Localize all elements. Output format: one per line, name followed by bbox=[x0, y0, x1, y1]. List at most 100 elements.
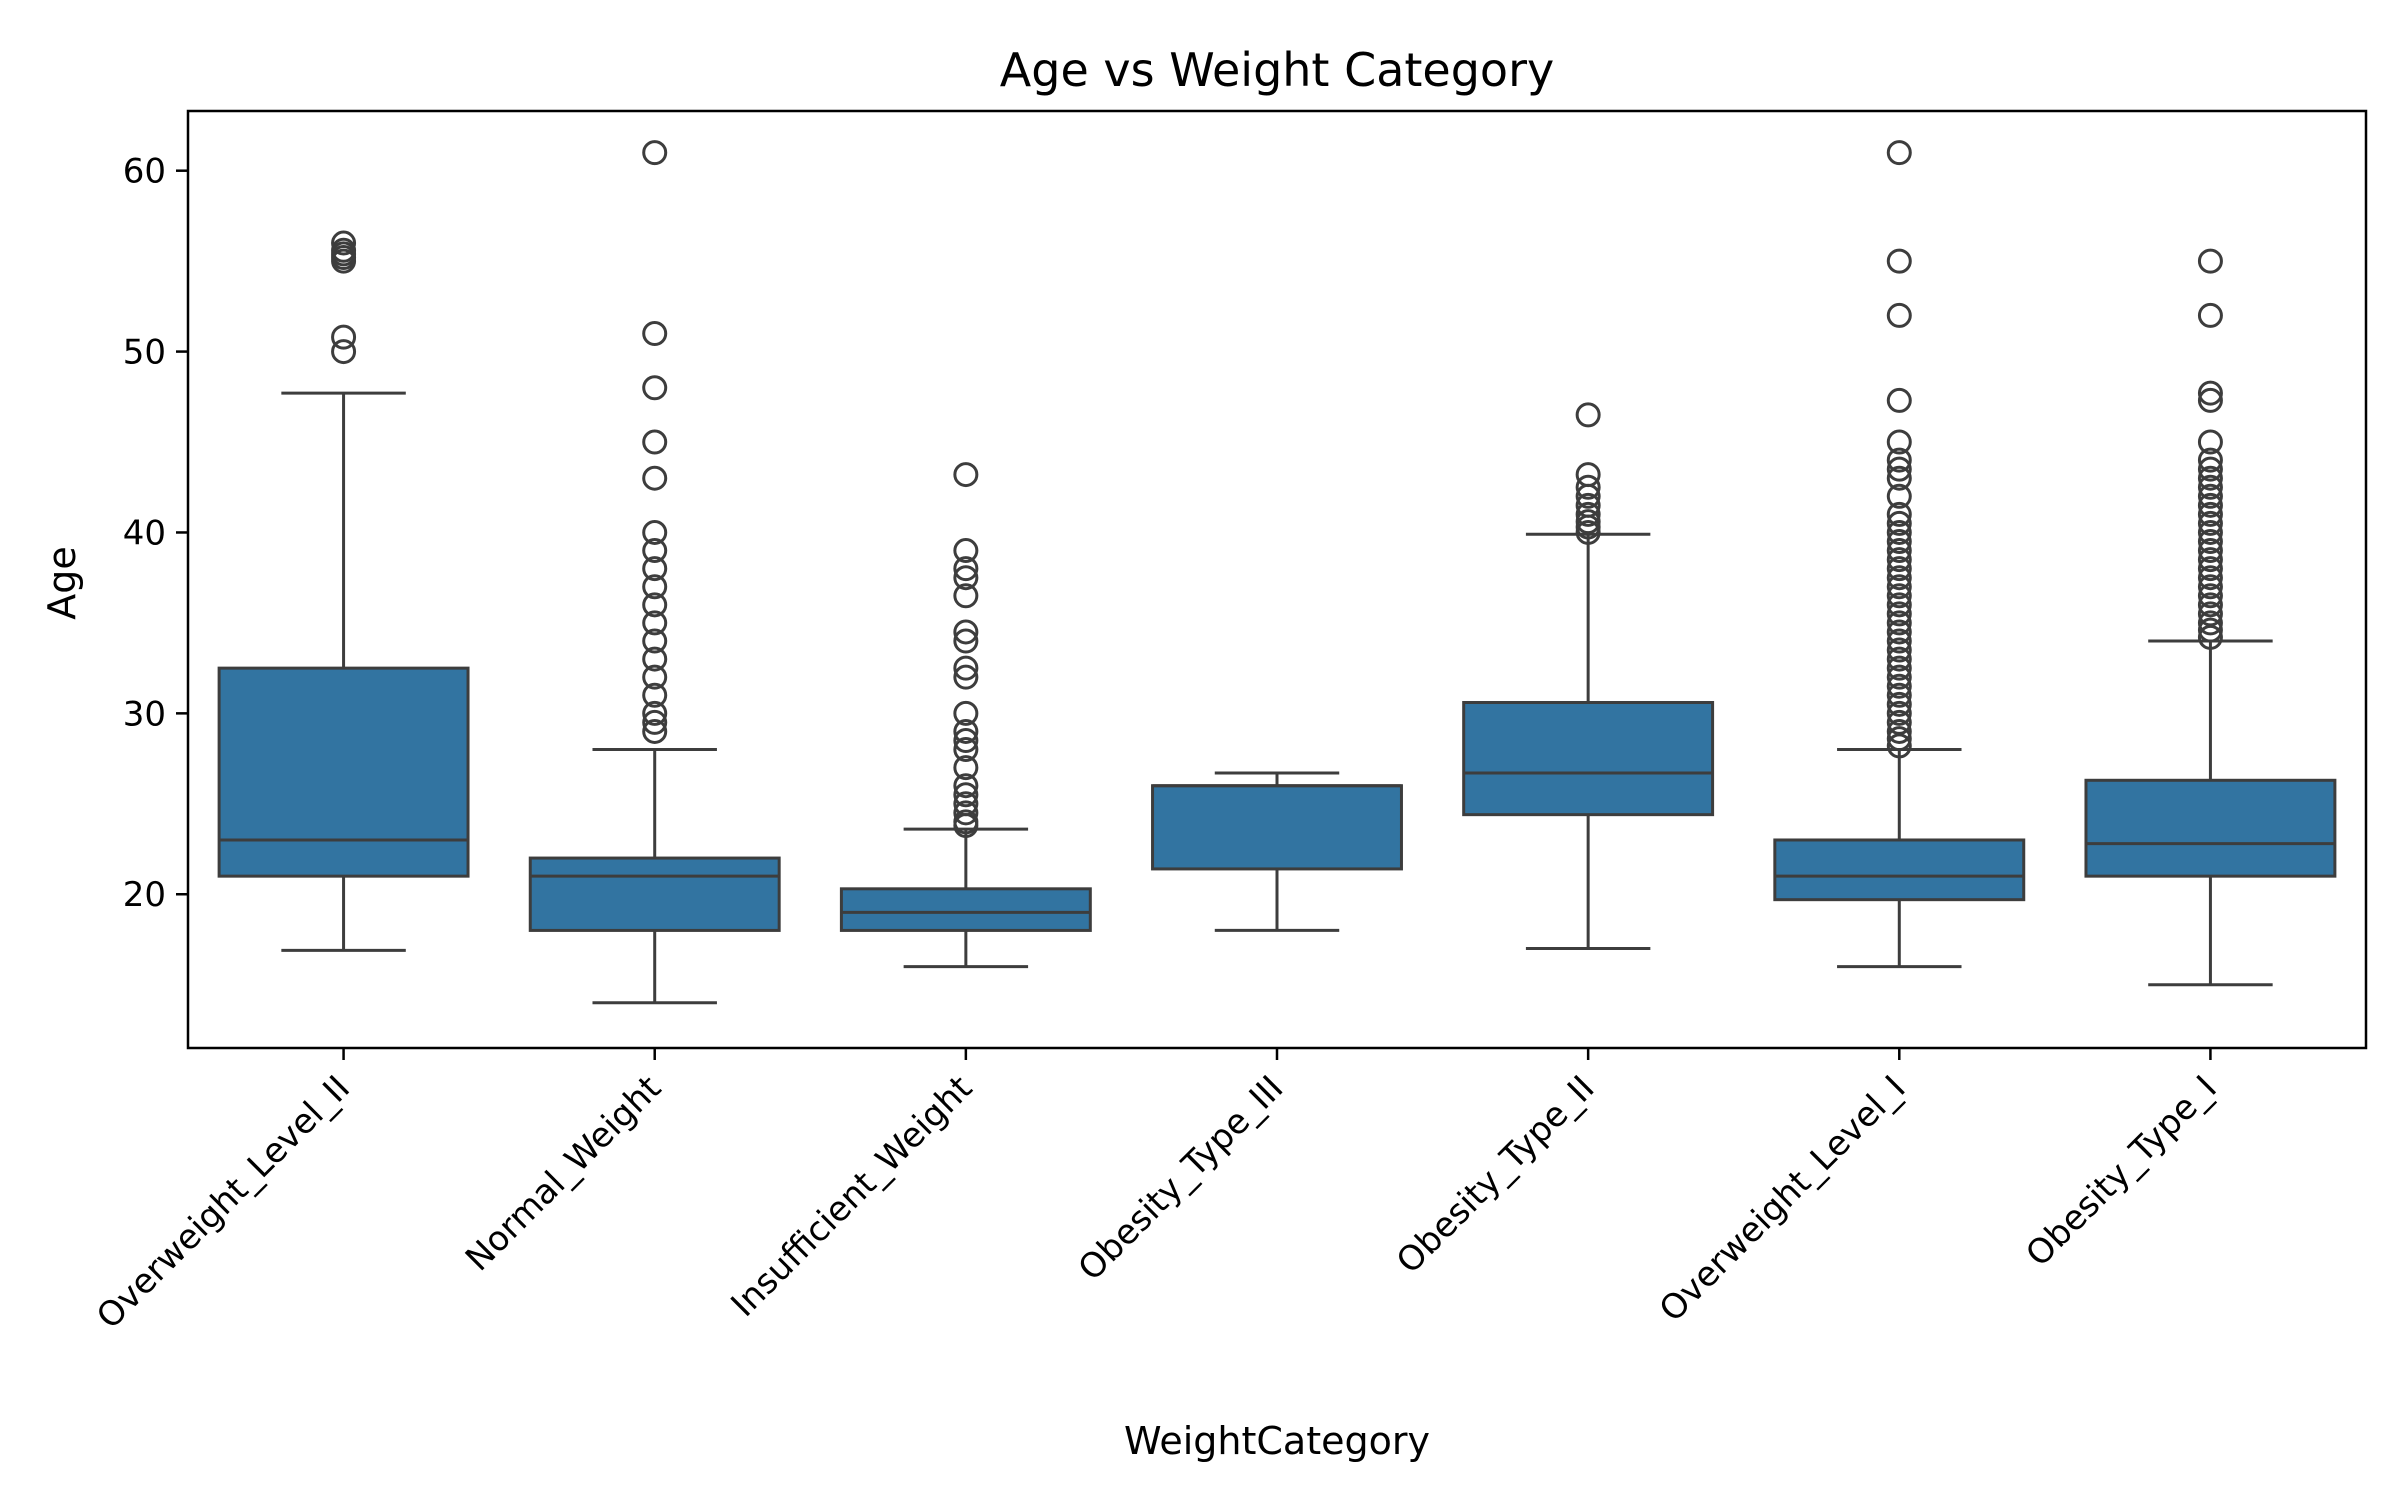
outlier-point bbox=[1886, 248, 1912, 274]
outlier-point bbox=[1886, 655, 1912, 681]
outlier-point bbox=[642, 519, 668, 545]
outlier-point bbox=[642, 375, 668, 401]
outlier-point bbox=[953, 556, 979, 582]
outlier-point bbox=[953, 737, 979, 763]
box-group-obesity-type-i bbox=[2084, 248, 2337, 987]
outlier-point bbox=[2197, 519, 2223, 545]
outlier-point bbox=[642, 709, 668, 735]
box-group-obesity-type-iii bbox=[1151, 771, 1403, 932]
outlier-point bbox=[2197, 248, 2223, 274]
iqr-box bbox=[2084, 778, 2337, 878]
outlier-point bbox=[953, 791, 979, 817]
outlier-point bbox=[1886, 619, 1912, 645]
outlier-point bbox=[953, 462, 979, 488]
outlier-point bbox=[1886, 556, 1912, 582]
outlier-point bbox=[953, 655, 979, 681]
outlier-point bbox=[642, 718, 668, 744]
y-tick-label: 30 bbox=[123, 694, 166, 734]
x-tick-label: Obesity_Type_I bbox=[2018, 1068, 2224, 1274]
outlier-point bbox=[1575, 462, 1601, 488]
outlier-point bbox=[2197, 429, 2223, 455]
outlier-point bbox=[1886, 628, 1912, 654]
outlier-point bbox=[1575, 492, 1601, 518]
box-group-normal-weight bbox=[528, 140, 781, 1005]
box-group-insufficient-weight bbox=[839, 462, 1092, 969]
outlier-point bbox=[1886, 538, 1912, 564]
x-tick-label: Obesity_Type_III bbox=[1071, 1068, 1292, 1289]
outlier-point bbox=[953, 727, 979, 753]
outlier-point bbox=[953, 800, 979, 826]
outlier-point bbox=[953, 565, 979, 591]
outlier-point bbox=[1886, 456, 1912, 482]
outlier-point bbox=[1886, 592, 1912, 618]
outlier-point bbox=[1886, 501, 1912, 527]
x-tick-label: Overweight_Level_II bbox=[89, 1068, 358, 1337]
outlier-point bbox=[953, 538, 979, 564]
outlier-point bbox=[642, 556, 668, 582]
outlier-point bbox=[331, 339, 357, 365]
outlier-point bbox=[1886, 718, 1912, 744]
outlier-point bbox=[1886, 601, 1912, 627]
outlier-point bbox=[2197, 474, 2223, 500]
outlier-point bbox=[1886, 140, 1912, 166]
outlier-point bbox=[2197, 565, 2223, 591]
outlier-point bbox=[2197, 617, 2223, 643]
outlier-point bbox=[953, 809, 979, 835]
x-tick-label: Obesity_Type_II bbox=[1389, 1068, 1603, 1282]
y-tick-label: 60 bbox=[123, 152, 166, 192]
outlier-point bbox=[1886, 565, 1912, 591]
outlier-point bbox=[2197, 501, 2223, 527]
outlier-point bbox=[1886, 646, 1912, 672]
y-tick-label: 40 bbox=[123, 513, 166, 553]
outlier-point bbox=[953, 583, 979, 609]
iqr-box bbox=[528, 856, 781, 932]
outlier-point bbox=[953, 628, 979, 654]
outlier-point bbox=[2197, 592, 2223, 618]
outlier-point bbox=[953, 782, 979, 808]
outlier-point bbox=[2197, 465, 2223, 491]
outlier-point bbox=[1886, 429, 1912, 455]
y-tick-label: 20 bbox=[123, 875, 166, 915]
outlier-point bbox=[1886, 733, 1912, 759]
x-tick-label: Normal_Weight bbox=[458, 1068, 669, 1279]
outlier-point bbox=[1886, 447, 1912, 473]
outlier-point bbox=[1886, 682, 1912, 708]
outlier-point bbox=[2197, 302, 2223, 328]
outlier-point bbox=[2197, 387, 2223, 413]
outlier-point bbox=[1886, 637, 1912, 663]
outlier-point bbox=[953, 773, 979, 799]
outlier-point bbox=[2197, 574, 2223, 600]
outlier-point bbox=[1886, 664, 1912, 690]
outlier-point bbox=[642, 574, 668, 600]
outlier-point bbox=[2197, 483, 2223, 509]
outlier-point bbox=[642, 646, 668, 672]
outlier-point bbox=[2197, 583, 2223, 609]
outlier-point bbox=[1575, 402, 1601, 428]
outlier-point bbox=[1886, 709, 1912, 735]
outlier-point bbox=[1886, 726, 1912, 752]
outlier-point bbox=[2197, 538, 2223, 564]
outlier-point bbox=[2197, 556, 2223, 582]
outlier-point bbox=[1886, 574, 1912, 600]
outlier-point bbox=[2197, 380, 2223, 406]
outlier-point bbox=[953, 755, 979, 781]
x-tick-label: Insufficient_Weight bbox=[723, 1068, 980, 1325]
outlier-point bbox=[2197, 547, 2223, 573]
outlier-point bbox=[1886, 610, 1912, 636]
outlier-point bbox=[953, 619, 979, 645]
outlier-point bbox=[1886, 519, 1912, 545]
iqr-box bbox=[217, 666, 470, 878]
outlier-point bbox=[331, 230, 357, 256]
outlier-point bbox=[2197, 447, 2223, 473]
outlier-point bbox=[642, 610, 668, 636]
outlier-point bbox=[2197, 610, 2223, 636]
outlier-point bbox=[2197, 529, 2223, 555]
outlier-point bbox=[1575, 474, 1601, 500]
outlier-point bbox=[1886, 691, 1912, 717]
box-group-obesity-type-ii bbox=[1462, 402, 1715, 951]
y-axis-label: Age bbox=[40, 546, 84, 620]
outlier-point bbox=[642, 140, 668, 166]
outlier-point bbox=[1886, 673, 1912, 699]
x-axis-label: WeightCategory bbox=[1124, 1419, 1430, 1463]
